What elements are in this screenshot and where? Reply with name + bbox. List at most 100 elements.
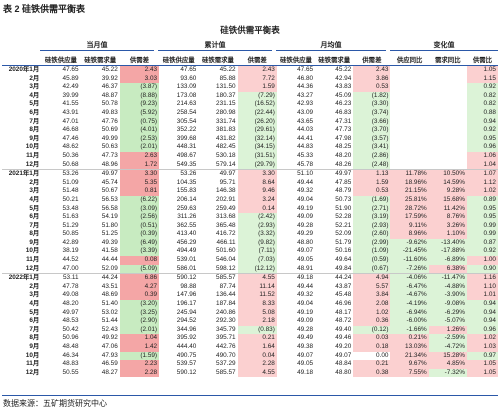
cell-demand-yoy (429, 100, 467, 109)
header-demand-monthly: 硅铁需求量 (80, 56, 120, 66)
cell-gap-average: (2.48) (353, 160, 391, 170)
cell-demand-monthly: 48.87 (101, 91, 118, 99)
group-rule-cumulative (158, 50, 272, 51)
cell-supply-cumulative: 206.14 (176, 195, 197, 203)
cell-supply-average: 49.07 (297, 247, 314, 255)
cell-gap-average: 0.53 (353, 187, 391, 196)
cell-demand-cumulative: 187.84 (216, 300, 236, 308)
cell-gap-average: 3.84 (353, 291, 391, 301)
cell-gap-monthly: (0.51) (119, 221, 160, 231)
cell-period: 2022年1月 (2, 273, 42, 283)
cell-demand-average: 45.09 (335, 91, 352, 99)
cell-demand-average: 47.98 (335, 134, 352, 142)
cell-demand-yoy: -11.47% (428, 273, 467, 283)
cell-supply-cumulative: 47.65 (159, 64, 199, 75)
cell-demand-average: 47.31 (335, 117, 352, 125)
cell-demand-yoy: 1.26% (428, 325, 467, 335)
cell-demand-monthly: 49.83 (101, 108, 118, 116)
cell-gap-average: (3.19) (353, 213, 391, 222)
cell-supply-yoy: -4.67% (390, 291, 429, 301)
cell-supply-monthly: 46.68 (62, 126, 79, 134)
cell-demand-monthly: 56.53 (101, 195, 118, 203)
table-row: 10月 48.62 50.63 (2.01) 448.31 482.45 (34.15) 44… (2, 143, 498, 152)
cell-supply-yoy (390, 143, 428, 152)
cell-period: 6月 (29, 317, 40, 325)
cell-supply-average: 49.38 (297, 343, 314, 350)
cell-demand-yoy (429, 152, 467, 161)
cell-gap-cumulative: 1.59 (237, 83, 277, 92)
cell-period: 12月 (25, 264, 40, 272)
cell-demand-cumulative: 180.37 (216, 91, 236, 99)
cell-gap-average: (0.59) (353, 256, 391, 265)
cell-supply-cumulative: 456.29 (176, 238, 197, 246)
cell-supply-demand-ratio: 1.04 (466, 160, 498, 170)
cell-gap-average: (3.41) (353, 143, 391, 152)
cell-gap-cumulative: (7.03) (237, 256, 277, 265)
cell-supply-monthly: 53.11 (41, 273, 81, 283)
cell-supply-monthly: 46.34 (62, 351, 79, 359)
cell-demand-monthly: 56.58 (101, 204, 118, 212)
cell-supply-average: 43.65 (297, 117, 314, 125)
cell-demand-average: 49.64 (335, 256, 352, 264)
cell-gap-cumulative: (7.11) (237, 247, 277, 257)
table-row: 6月 48.53 51.44 (2.90) 294.52 292.30 2.18 49.09 4… (2, 317, 498, 326)
cell-supply-cumulative: 413.40 (176, 230, 197, 238)
group-label-change: 变化值 (433, 42, 455, 49)
cell-gap-average: (2.71) (353, 204, 391, 214)
cell-gap-cumulative: (2.93) (237, 221, 277, 231)
cell-supply-demand-ratio: 0.96 (466, 325, 498, 335)
cell-period: 7月 (29, 117, 40, 125)
table-row: 10月 38.19 41.58 (3.39) 494.49 501.60 (7.11) 49.… (2, 247, 498, 257)
cell-period: 2020年1月 (2, 64, 42, 75)
cell-demand-cumulative: 292.30 (216, 317, 236, 325)
cell-supply-average: 49.05 (297, 360, 314, 368)
cell-supply-demand-ratio: 1.12 (466, 178, 498, 188)
cell-gap-cumulative: 0.04 (237, 351, 277, 361)
cell-demand-average: 43.83 (335, 83, 352, 91)
cell-gap-cumulative: (29.79) (237, 160, 277, 170)
cell-demand-monthly: 50.63 (101, 143, 118, 151)
cell-demand-average: 48.25 (335, 143, 352, 151)
header-demand-yoy: 需求同比 (428, 56, 467, 66)
cell-period: 11月 (26, 151, 40, 159)
cell-demand-monthly: 49.97 (80, 169, 120, 179)
cell-gap-cumulative: (26.20) (237, 117, 277, 127)
cell-supply-monthly: 51.48 (62, 187, 79, 195)
cell-demand-monthly: 51.44 (101, 317, 118, 325)
cell-gap-average: (2.86) (353, 151, 391, 161)
cell-period: 5月 (29, 204, 40, 212)
table-bottom-rule (2, 395, 498, 396)
cell-gap-average: (3.30) (353, 100, 391, 109)
cell-period: 12月 (25, 368, 40, 376)
cell-gap-monthly: (6.22) (119, 195, 160, 205)
cell-demand-average: 48.26 (335, 160, 352, 168)
header-demand-average: 硅铁需求量 (315, 56, 354, 66)
cell-demand-yoy: -6.89% (428, 256, 467, 265)
cell-gap-monthly: 2.23 (119, 360, 160, 369)
cell-supply-average: 43.27 (297, 91, 314, 99)
cell-supply-average: 49.05 (297, 256, 314, 264)
cell-period: 8月 (29, 230, 40, 238)
cell-supply-yoy (390, 100, 428, 109)
cell-supply-average: 49.09 (297, 317, 314, 325)
cell-gap-average: (1.69) (353, 195, 391, 205)
cell-demand-monthly: 48.69 (101, 291, 118, 299)
cell-supply-yoy: -6.94% (390, 308, 429, 318)
cell-supply-average: 44.41 (297, 134, 314, 142)
cell-gap-cumulative: (0.83) (237, 325, 277, 335)
cell-supply-average: 43.09 (297, 108, 314, 116)
cell-demand-monthly: 39.92 (101, 74, 118, 82)
cell-supply-average: 51.10 (276, 169, 316, 179)
cell-gap-monthly: (5.92) (119, 108, 160, 118)
cell-demand-cumulative: 431.82 (216, 134, 236, 142)
cell-supply-average: 44.83 (297, 143, 314, 151)
cell-gap-monthly: (8.88) (119, 91, 160, 101)
cell-supply-cumulative: 155.83 (176, 187, 197, 195)
cell-supply-cumulative: 133.09 (176, 83, 197, 91)
cell-supply-demand-ratio: 0.94 (466, 117, 498, 127)
cell-supply-cumulative: 196.17 (176, 300, 197, 308)
cell-period: 6月 (29, 213, 40, 221)
cell-gap-average: 0.36 (353, 317, 391, 326)
cell-gap-average: (2.60) (353, 230, 391, 239)
header-supply-monthly: 硅铁供应量 (41, 56, 81, 66)
